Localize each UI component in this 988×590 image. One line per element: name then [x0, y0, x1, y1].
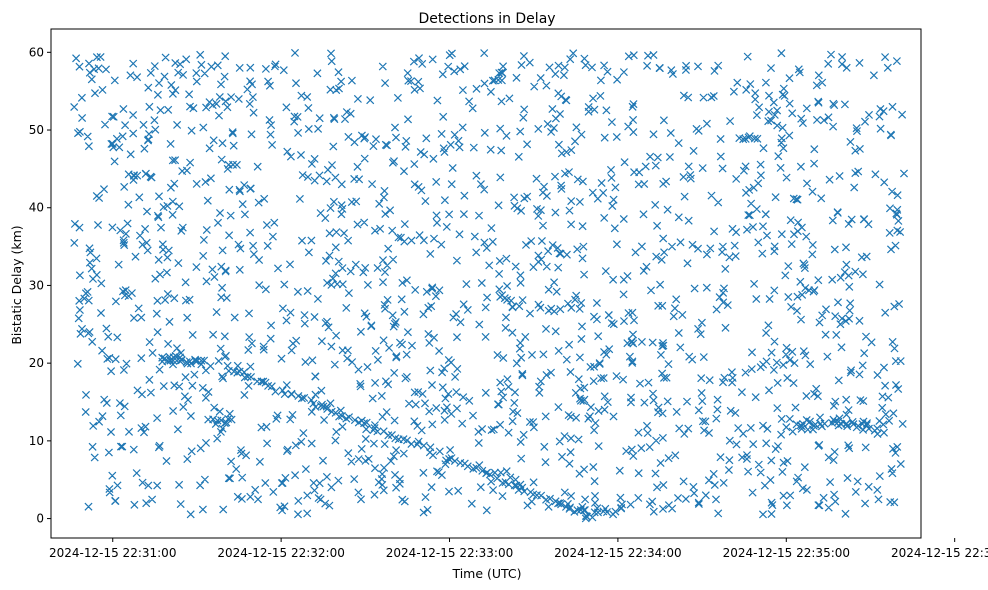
x-tick-label: 2024-12-15 22:36:00 [891, 546, 988, 560]
y-tick-label: 20 [29, 356, 44, 370]
data-points [70, 48, 909, 523]
x-markers [70, 48, 909, 523]
x-tick-label: 2024-12-15 22:32:00 [217, 546, 344, 560]
x-tick-label: 2024-12-15 22:33:00 [386, 546, 513, 560]
y-tick-label: 50 [29, 123, 44, 137]
y-tick-label: 30 [29, 278, 44, 292]
y-tick-label: 60 [29, 45, 44, 59]
plot-frame [50, 28, 922, 539]
y-tick-label: 10 [29, 434, 44, 448]
chart-title: Detections in Delay [418, 11, 555, 27]
y-axis-title: Bistatic Delay (km) [9, 225, 24, 344]
y-axis: 0 10 20 30 40 50 60 [29, 45, 51, 526]
y-tick-label: 40 [29, 201, 44, 215]
y-tick-label: 0 [36, 512, 44, 526]
plot-area [50, 28, 922, 539]
x-axis: 2024-12-15 22:31:00 2024-12-15 22:32:00 20… [49, 538, 988, 560]
x-tick-label: 2024-12-15 22:35:00 [723, 546, 850, 560]
x-tick-label: 2024-12-15 22:34:00 [554, 546, 681, 560]
x-axis-title: Time (UTC) [451, 566, 521, 581]
x-tick-label: 2024-12-15 22:31:00 [49, 546, 176, 560]
